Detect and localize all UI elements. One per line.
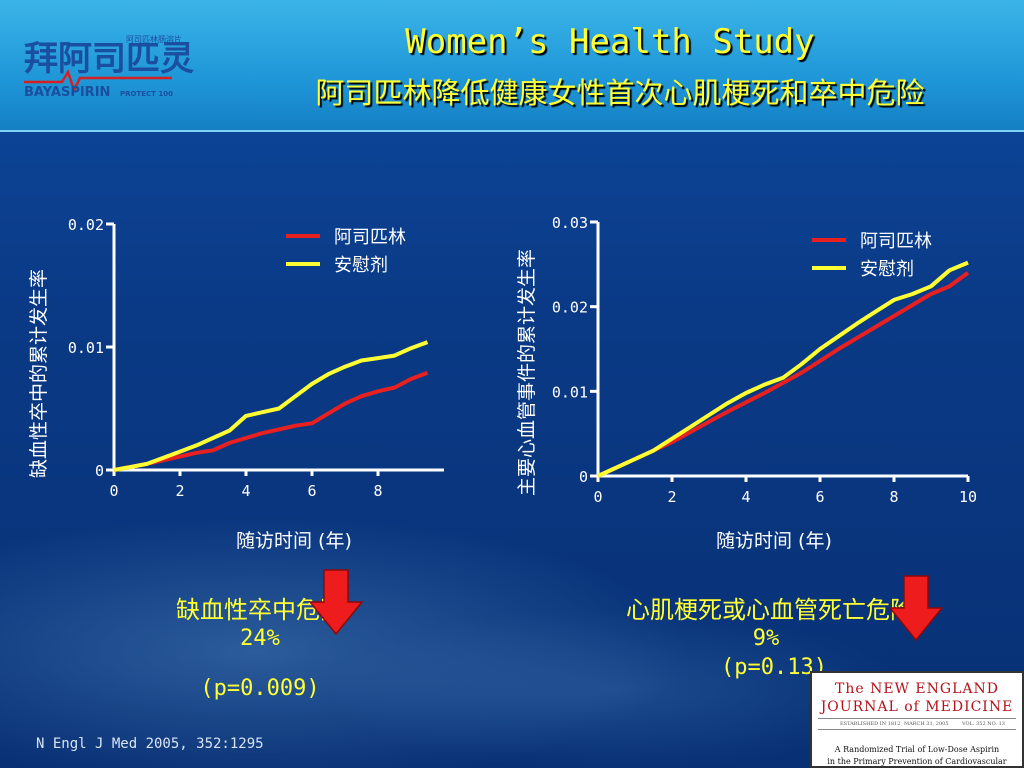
logo-brand-en: BAYASPIRIN [24,85,110,100]
chart2-y-tick-label: 0.01 [552,383,588,401]
chart1-legend-label-aspirin: 阿司匹林 [334,227,406,248]
journal-established: ESTABLISHED IN 1812 [840,721,901,727]
chart1-risk-reduction: 24% [240,626,280,651]
chart2-p-value: (p=0.13) [721,655,827,680]
chart1-series-placebo-line [113,340,429,472]
chart2-y-tick-label: 0.02 [552,299,588,317]
chart1-y-tick-label: 0.02 [68,216,104,234]
chart1-legend-label-placebo: 安慰剂 [334,255,388,276]
chart2-risk-label: 心肌梗死或心血管死亡危险 [626,596,914,624]
logo-tag-en: PROTECT 100 [120,90,173,98]
journal-name-line2: JOURNAL of MEDICINE [820,699,1014,715]
chart1-x-tick-label: 4 [241,482,250,500]
chart2-xlabel: 随访时间 (年) [716,530,832,552]
nejm-journal-thumbnail: The NEW ENGLAND JOURNAL of MEDICINE ESTA… [810,671,1024,768]
chart2-x-tick-label: 10 [959,488,977,506]
journal-name-line1: The NEW ENGLAND [835,681,999,697]
chart2-y-tick-label: 0 [579,468,588,486]
logo-brand-cn: 拜阿司匹灵 [24,39,194,79]
chart2-ylabel: 主要心血管事件的累计发生率 [516,248,538,496]
chart1-p-value: (p=0.009) [200,676,320,701]
chart1-ylabel: 缺血性卒中的累计发生率 [28,268,50,478]
chart2-x-tick-label: 2 [667,488,676,506]
chart2-x-tick-label: 8 [889,488,898,506]
chart2-risk-reduction: 9% [752,626,780,651]
chart2-series-aspirin-line [597,271,970,478]
chart2-x-tick-label: 4 [741,488,750,506]
chart2-down-arrow-icon [888,575,944,642]
journal-article-line1: A Randomized Trial of Low-Dose Aspirin [834,745,1000,754]
chart1-x-tick-label: 2 [175,482,184,500]
journal-date: MARCH 31, 2005 [904,721,949,727]
chart1-x-tick-label: 8 [373,482,382,500]
chart2-y-tick-label: 0.03 [552,214,588,232]
chart1-xlabel: 随访时间 (年) [236,530,352,552]
chart1-down-arrow-icon [308,569,364,636]
chart2-legend-label-aspirin: 阿司匹林 [860,231,932,252]
journal-rule-top [818,718,1016,719]
page-subtitle: 阿司匹林降低健康女性首次心肌梗死和卒中危险 [315,76,925,110]
chart2-series-placebo-line [597,260,969,478]
logo-tag-cn: 阿司匹林肠溶片 [126,34,182,44]
journal-rule-bottom [818,729,1016,730]
page-title: Women’s Health Study [405,22,815,62]
header-divider [0,130,1024,132]
header-banner [0,0,1024,130]
chart2-x-tick-label: 0 [593,488,602,506]
bayaspirin-logo: 拜阿司匹灵 阿司匹林肠溶片 BAYASPIRIN PROTECT 100 [24,34,194,100]
chart2-legend-label-placebo: 安慰剂 [860,259,914,280]
chart1-y-tick-label: 0 [95,462,104,480]
chart1-x-tick-label: 0 [109,482,118,500]
journal-article-line2: in the Primary Prevention of Cardiovascu… [827,757,1007,766]
chart1-x-tick-label: 6 [307,482,316,500]
logo-heartbeat-icon [24,69,172,94]
chart2-x-tick-label: 6 [815,488,824,506]
chart1-y-tick-label: 0.01 [68,339,104,357]
citation: N Engl J Med 2005, 352:1295 [36,736,264,752]
journal-volume: VOL. 352 NO. 13 [962,721,1005,727]
chart1-series-aspirin-line [113,370,429,472]
